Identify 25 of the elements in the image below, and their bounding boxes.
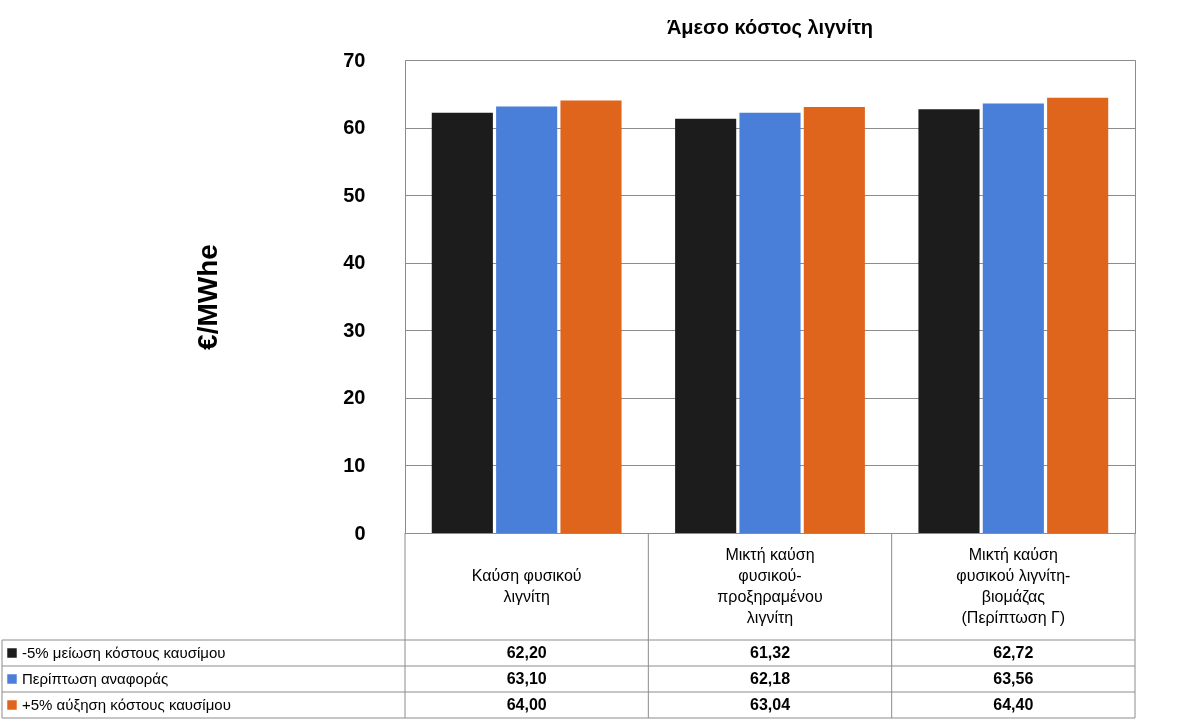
y-tick-label: 70	[343, 48, 366, 71]
y-axis-title: €/MWhe	[192, 244, 224, 350]
data-label: 62,20	[506, 644, 547, 661]
y-tick-label: 20	[343, 386, 366, 409]
data-label: 62,18	[749, 670, 791, 687]
chart-title: Άμεσο κόστος λιγνίτη	[666, 16, 874, 38]
data-label: 63,04	[749, 696, 791, 713]
legend-label: -5% μείωση κόστους καυσίμου	[22, 644, 226, 661]
y-tick-label: 30	[343, 318, 366, 341]
x-tick-label: Καύση φυσικού λιγνίτη	[471, 566, 582, 605]
x-tick-label: Μικτή καύση φυσικού-προξηραμένου λιγνίτη	[717, 545, 823, 626]
y-tick-label: 0	[354, 521, 366, 544]
data-label: 64,00	[506, 696, 547, 713]
data-label: 63,56	[993, 670, 1034, 687]
data-label: 64,40	[993, 696, 1034, 713]
x-tick-label: Μικτή καύση φυσικού λιγνίτη-βιομάζας (Περίπτωση Γ)	[956, 545, 1071, 626]
legend-label: Περίπτωση αναφοράς	[22, 670, 169, 687]
data-label: 63,10	[506, 670, 547, 687]
y-tick-label: 40	[343, 251, 366, 274]
data-label: 62,72	[993, 644, 1034, 661]
y-tick-label: 50	[343, 183, 366, 206]
y-tick-label: 10	[343, 453, 366, 476]
y-tick-label: 60	[343, 116, 366, 139]
legend-label: +5% αύξηση κόστους καυσίμου	[22, 696, 231, 713]
data-label: 61,32	[749, 644, 791, 661]
